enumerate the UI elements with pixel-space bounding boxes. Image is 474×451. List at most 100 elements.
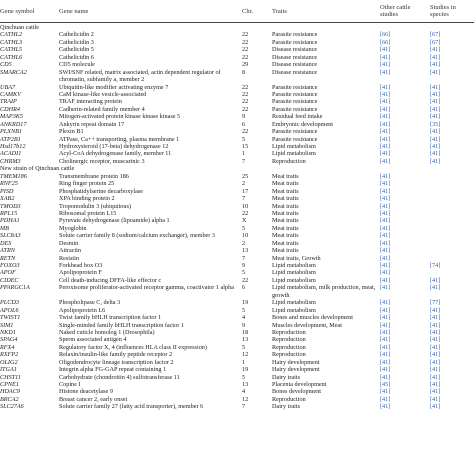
species-ref[interactable]: [41] [430,98,441,106]
species-ref[interactable]: [41] [430,351,441,359]
other-cattle-ref[interactable]: [41] [380,120,391,128]
other-cattle-ref[interactable]: [41] [380,299,391,307]
other-cattle-ref[interactable]: [45] [380,381,391,389]
trait: Disease resistance [272,46,318,54]
other-cattle-ref[interactable]: [41] [380,113,391,121]
other-cattle-ref[interactable]: [41] [380,209,391,217]
species-ref[interactable]: [41] [430,306,441,314]
species-ref[interactable]: [41] [430,143,441,151]
table-row: OLIG2 Oligodendrocyte lineage transcripti… [0,359,474,366]
other-cattle-ref[interactable]: [41] [380,232,391,240]
species-ref[interactable]: [67] [430,38,441,46]
species-ref[interactable]: [41] [430,328,441,336]
species-ref[interactable]: [41] [430,276,441,284]
other-cattle-ref[interactable]: [41] [380,373,391,381]
species-ref[interactable]: [41] [430,135,441,143]
other-cattle-ref[interactable]: [41] [380,143,391,151]
other-cattle-ref[interactable]: [41] [380,157,391,165]
species-ref[interactable]: [41] [430,113,441,121]
species-ref[interactable]: [41] [430,53,441,61]
gene-symbol: HDAC9 [0,388,20,396]
other-cattle-ref[interactable]: [41] [380,276,391,284]
species-ref[interactable]: [35] [430,120,441,128]
species-ref[interactable]: [67] [430,31,441,39]
other-cattle-ref[interactable]: [41] [380,90,391,98]
other-cattle-ref[interactable]: [41] [380,202,391,210]
table-row: PDHA1 Pyruvate dehydrogenase (lipoamide) … [0,217,474,224]
species-ref[interactable]: [41] [430,343,441,351]
species-ref[interactable]: [41] [430,321,441,329]
other-cattle-ref[interactable]: [41] [380,343,391,351]
other-cattle-ref[interactable]: [41] [380,195,391,203]
trait: Lipid metabolism [272,276,316,284]
species-ref[interactable]: [41] [430,105,441,113]
other-cattle-ref[interactable]: [66] [380,31,391,39]
other-cattle-ref[interactable]: [41] [380,68,391,76]
species-ref[interactable]: [41] [430,366,441,374]
species-ref[interactable]: [41] [430,284,441,292]
species-ref[interactable]: [41] [430,403,441,411]
other-cattle-ref[interactable]: [41] [380,224,391,232]
other-cattle-ref[interactable]: [41] [380,46,391,54]
other-cattle-ref[interactable]: [41] [380,351,391,359]
species-ref[interactable]: [41] [430,336,441,344]
other-cattle-ref[interactable]: [41] [380,388,391,396]
other-cattle-ref[interactable]: [41] [380,135,391,143]
other-cattle-ref[interactable]: [41] [380,395,391,403]
species-ref[interactable]: [41] [430,388,441,396]
other-cattle-ref[interactable]: [41] [380,254,391,262]
trait: Lipid metabolism, milk production, meat,… [272,284,376,299]
other-cattle-ref[interactable]: [41] [380,187,391,195]
other-cattle-ref[interactable]: [41] [380,247,391,255]
header-gene-name: Gene name [59,8,89,15]
other-cattle-ref[interactable]: [41] [380,150,391,158]
other-cattle-ref[interactable]: [41] [380,306,391,314]
other-cattle-ref[interactable]: [41] [380,83,391,91]
species-ref[interactable]: [41] [430,46,441,54]
other-cattle-ref[interactable]: [41] [380,239,391,247]
other-cattle-ref[interactable]: [66] [380,38,391,46]
other-cattle-ref[interactable]: [41] [380,321,391,329]
species-ref[interactable]: [41] [430,61,441,69]
other-cattle-ref[interactable]: [41] [380,105,391,113]
other-cattle-ref[interactable]: [41] [380,172,391,180]
other-cattle-ref[interactable]: [41] [380,284,391,292]
species-ref[interactable]: [41] [430,83,441,91]
other-cattle-ref[interactable]: [41] [380,314,391,322]
species-ref[interactable]: [41] [430,381,441,389]
gene-name: Peroxisome proliferator-activated recept… [59,284,234,292]
table-row: PLXNB1 Plexin B1 22 Parasite resistance [41]… [0,128,474,135]
species-ref[interactable]: [41] [430,150,441,158]
other-cattle-ref[interactable]: [41] [380,328,391,336]
species-ref[interactable]: [41] [430,395,441,403]
chromosome: 19 [242,366,249,374]
species-ref[interactable]: [41] [430,68,441,76]
other-cattle-ref[interactable]: [41] [380,336,391,344]
other-cattle-ref[interactable]: [41] [380,98,391,106]
other-cattle-ref[interactable]: [41] [380,403,391,411]
species-ref[interactable]: [41] [430,157,441,165]
gene-symbol: SLC8A3 [0,232,21,240]
species-ref[interactable]: [41] [430,358,441,366]
species-ref[interactable]: [41] [430,90,441,98]
trait: Reproduction [272,395,306,403]
species-ref[interactable]: [41] [430,373,441,381]
species-ref[interactable]: [77] [430,299,441,307]
other-cattle-ref[interactable]: [41] [380,358,391,366]
chromosome: 1 [242,358,246,366]
other-cattle-ref[interactable]: [41] [380,269,391,277]
table-row: TRAIP TRAF interacting protein 22 Parasite … [0,98,474,105]
table-body: Qinchuan cattle CATHL2 Cathelicidin 2 22 Par… [0,24,474,411]
other-cattle-ref[interactable]: [41] [380,180,391,188]
species-ref[interactable]: [74] [430,262,441,270]
species-ref[interactable]: [41] [430,314,441,322]
trait: Parasite resistance [272,128,318,136]
other-cattle-ref[interactable]: [41] [380,217,391,225]
other-cattle-ref[interactable]: [41] [380,61,391,69]
other-cattle-ref[interactable]: [41] [380,262,391,270]
species-ref[interactable]: [41] [430,128,441,136]
other-cattle-ref[interactable]: [41] [380,53,391,61]
other-cattle-ref[interactable]: [41] [380,366,391,374]
other-cattle-ref[interactable]: [41] [380,128,391,136]
trait: Lipid metabolism [272,269,316,277]
